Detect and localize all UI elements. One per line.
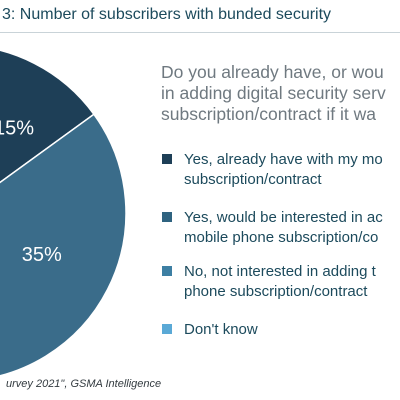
question-line: Do you already have, or wou: [161, 62, 384, 82]
legend-item-dont-know: Don't know: [162, 320, 400, 344]
legend-swatch: [162, 266, 172, 276]
pie-slice-35: [0, 113, 127, 377]
slice-label: 35%: [22, 244, 62, 266]
legend-label: Yes, already have with my mo subscriptio…: [184, 151, 383, 188]
legend-item-already-have: Yes, already have with my mo subscriptio…: [162, 150, 400, 194]
survey-question: Do you already have, or wou in adding di…: [161, 62, 400, 125]
pie-slice-15: [0, 49, 95, 184]
slice-label: 15%: [0, 117, 34, 139]
legend-label: Don't know: [184, 321, 258, 338]
figure-title: 3: Number of subscribers with bunded sec…: [2, 6, 332, 23]
question-line: subscription/contract if it wa: [161, 104, 376, 124]
legend-label: No, not interested in adding t phone sub…: [184, 263, 376, 300]
legend-label: Yes, would be interested in ac mobile ph…: [184, 209, 383, 246]
legend-swatch: [162, 324, 172, 334]
legend-item-not-interested: No, not interested in adding t phone sub…: [162, 262, 400, 306]
title-divider: [0, 32, 400, 33]
source-note: urvey 2021", GSMA Intelligence: [6, 378, 162, 390]
legend-swatch: [162, 212, 172, 222]
legend-swatch: [162, 154, 172, 164]
legend-item-interested: Yes, would be interested in ac mobile ph…: [162, 208, 400, 252]
question-line: in adding digital security serv: [161, 83, 386, 103]
